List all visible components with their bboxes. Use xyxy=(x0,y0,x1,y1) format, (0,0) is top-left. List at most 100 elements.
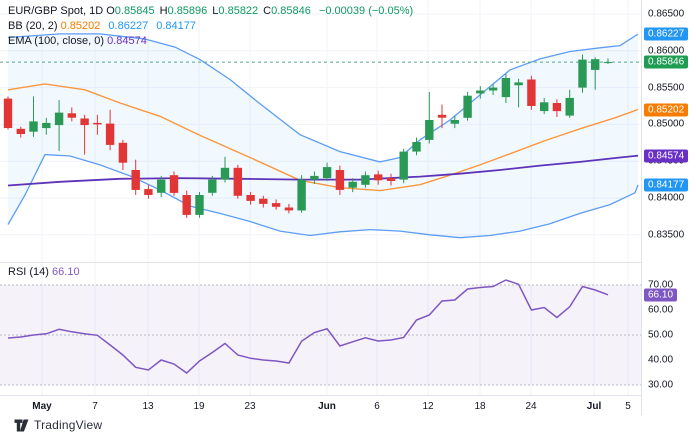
candle-body xyxy=(16,128,25,134)
candle-body xyxy=(259,198,268,204)
price-axis-label[interactable]: 0.86000 xyxy=(648,45,685,57)
rsi-legend-row[interactable]: RSI (14) 66.10 xyxy=(8,266,85,278)
rsi-value: 66.10 xyxy=(52,266,80,278)
candle-body xyxy=(157,179,166,193)
candle-body xyxy=(131,170,140,190)
candle-body xyxy=(233,167,242,196)
candle-body xyxy=(565,97,574,116)
chart-legend: EUR/GBP Spot, 1D O0.85845 H0.85896 L0.8582… xyxy=(8,4,413,49)
rsi-axis-label[interactable]: 30.00 xyxy=(648,379,674,391)
ohlc-values: O0.85845 H0.85896 L0.85822 C0.85846 xyxy=(106,5,316,17)
candle-body xyxy=(93,122,102,125)
candle-body xyxy=(297,179,306,211)
time-axis-label[interactable]: 19 xyxy=(193,401,205,412)
price-axis-label[interactable]: 0.85000 xyxy=(648,118,685,130)
candle-body xyxy=(552,103,562,112)
bb-label: BB (20, 2) xyxy=(8,20,58,32)
symbol-legend-row[interactable]: EUR/GBP Spot, 1D O0.85845 H0.85896 L0.8582… xyxy=(8,4,413,19)
price-axis-label[interactable]: 0.85500 xyxy=(648,82,685,94)
price-axis-label[interactable]: 0.84000 xyxy=(648,192,685,204)
candle-body xyxy=(29,121,38,132)
time-axis-label[interactable]: May xyxy=(32,401,52,412)
ohlc-value: 0.85896 xyxy=(167,5,208,17)
candles-group[interactable] xyxy=(3,54,613,218)
ohlc-value: 0.85822 xyxy=(218,5,259,17)
ohlc-key: C xyxy=(263,5,272,17)
candle-body xyxy=(67,113,76,118)
time-axis-label[interactable]: 24 xyxy=(525,401,537,412)
candle-body xyxy=(208,179,217,193)
bb-lower-value: 0.84177 xyxy=(156,20,197,32)
ohlc-key: L xyxy=(212,5,219,17)
ohlc-value: 0.85846 xyxy=(271,5,311,17)
rsi-value-badge: 66.10 xyxy=(644,288,678,302)
time-axis-label[interactable]: 13 xyxy=(142,401,154,412)
time-axis-label[interactable]: Jun xyxy=(318,401,336,412)
time-axis-label[interactable]: 6 xyxy=(374,401,380,412)
candle-body xyxy=(54,112,64,126)
candle-body xyxy=(463,95,472,118)
rsi-axis-label[interactable]: 50.00 xyxy=(648,329,674,341)
price-axis-separator xyxy=(641,0,642,415)
bb-lower-line xyxy=(7,153,639,239)
bb-upper-value: 0.86227 xyxy=(108,20,149,32)
bb-upper-line xyxy=(7,33,639,163)
rsi-label: RSI (14) xyxy=(8,266,49,278)
candle-body xyxy=(488,87,498,91)
candle-body xyxy=(271,203,281,207)
candle-body xyxy=(169,175,179,193)
ohlc-value: 0.85845 xyxy=(114,5,155,17)
time-axis-label[interactable]: 18 xyxy=(474,401,486,412)
candle-body xyxy=(220,167,230,180)
rsi-axis-label[interactable]: 70.00 xyxy=(648,279,674,291)
candle-body xyxy=(284,207,294,211)
change-value: −0.00039 (−0.05%) xyxy=(318,5,414,17)
ema-legend-row[interactable]: EMA (100, close, 0) 0.84574 xyxy=(8,34,413,49)
time-axis-label[interactable]: 12 xyxy=(422,401,434,412)
candle-body xyxy=(3,98,13,128)
candle-body xyxy=(335,170,345,190)
tradingview-watermark-text: TradingView xyxy=(34,418,103,432)
rsi-indicator-pane[interactable] xyxy=(0,262,641,395)
candle-body xyxy=(361,175,370,185)
rsi-axis-label[interactable]: 40.00 xyxy=(648,354,674,366)
candle-body xyxy=(348,181,357,188)
time-axis-label[interactable]: 7 xyxy=(92,401,98,412)
candle-body xyxy=(514,82,523,86)
candle-body xyxy=(450,120,459,124)
candle-body xyxy=(322,167,332,179)
candle-body xyxy=(42,122,51,129)
candle-body xyxy=(386,178,396,181)
rsi-axis-label[interactable]: 60.00 xyxy=(648,304,674,316)
candle-body xyxy=(425,120,434,140)
candle-body xyxy=(399,151,408,180)
time-axis[interactable]: May 7 13 19 23 Jun 6 12 18 24 Jul 5 xyxy=(0,395,641,416)
bb-lower-badge: 0.84177 xyxy=(644,178,689,192)
symbol-title[interactable]: EUR/GBP Spot, 1D xyxy=(8,5,104,17)
candle-body xyxy=(412,142,421,152)
candle-body xyxy=(195,195,204,215)
tradingview-watermark[interactable]: TradingView xyxy=(14,417,102,433)
bb-upper-badge: 0.86227 xyxy=(644,27,689,41)
time-axis-label[interactable]: 5 xyxy=(625,401,631,412)
price-axis-label[interactable]: 0.86500 xyxy=(648,8,685,20)
candle-body xyxy=(437,114,447,118)
price-axis[interactable]: 0.865000.860000.855000.850000.845000.840… xyxy=(642,0,696,415)
rsi-line xyxy=(7,279,609,374)
bb-basis-badge: 0.85202 xyxy=(644,103,689,116)
candle-body xyxy=(246,195,255,201)
last-price-badge: 0.85846 xyxy=(644,55,689,69)
pane-separator[interactable] xyxy=(0,262,641,263)
ema-label: EMA (100, close, 0) xyxy=(8,35,104,47)
bb-basis-value: 0.85202 xyxy=(60,20,101,32)
candle-body xyxy=(476,90,485,94)
candle-body xyxy=(578,59,587,88)
time-axis-label[interactable]: Jul xyxy=(586,401,602,412)
ohlc-key: O xyxy=(106,5,115,17)
bb-legend-row[interactable]: BB (20, 2) 0.85202 0.86227 0.84177 xyxy=(8,19,413,34)
candle-body xyxy=(118,142,128,163)
time-axis-label[interactable]: 23 xyxy=(244,401,256,412)
price-chart-pane[interactable] xyxy=(0,0,641,262)
price-axis-label[interactable]: 0.83500 xyxy=(648,229,685,241)
candle-body xyxy=(591,59,600,70)
